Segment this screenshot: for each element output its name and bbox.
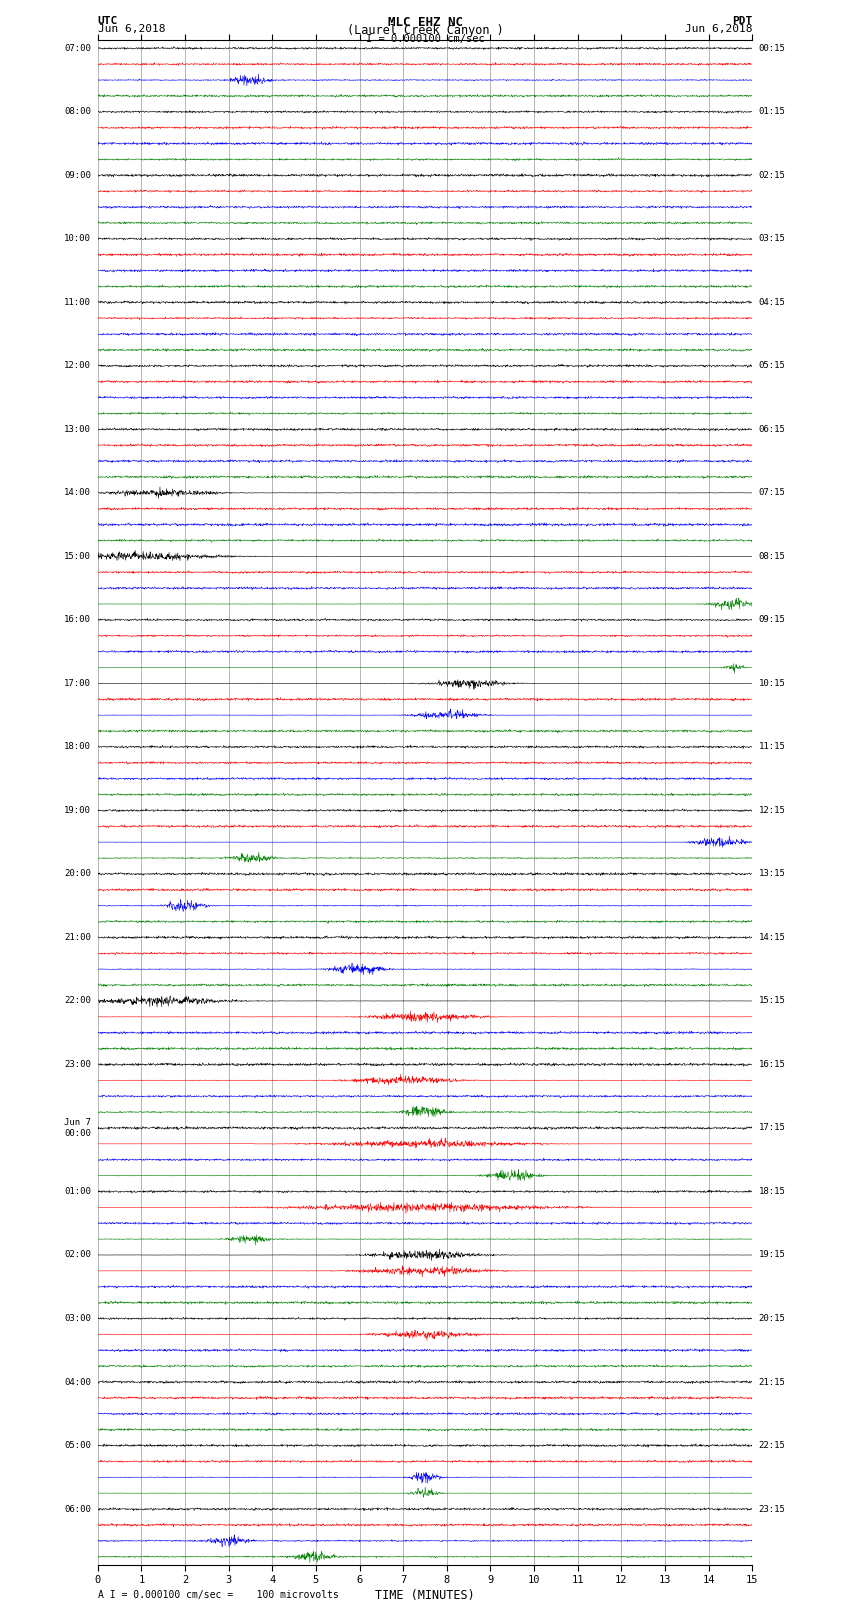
Text: 17:15: 17:15 xyxy=(759,1124,785,1132)
Text: 08:00: 08:00 xyxy=(65,108,91,116)
Text: 15:15: 15:15 xyxy=(759,997,785,1005)
Text: 09:15: 09:15 xyxy=(759,616,785,624)
Text: 18:15: 18:15 xyxy=(759,1187,785,1195)
Text: 06:00: 06:00 xyxy=(65,1505,91,1513)
Text: 10:00: 10:00 xyxy=(65,234,91,244)
Text: 13:15: 13:15 xyxy=(759,869,785,879)
Text: MLC EHZ NC: MLC EHZ NC xyxy=(388,16,462,29)
Text: 04:00: 04:00 xyxy=(65,1378,91,1387)
Text: 13:00: 13:00 xyxy=(65,424,91,434)
Text: 03:15: 03:15 xyxy=(759,234,785,244)
Text: 16:00: 16:00 xyxy=(65,616,91,624)
Text: 21:00: 21:00 xyxy=(65,932,91,942)
Text: 23:15: 23:15 xyxy=(759,1505,785,1513)
Text: 23:00: 23:00 xyxy=(65,1060,91,1069)
Text: 01:00: 01:00 xyxy=(65,1187,91,1195)
Text: 02:00: 02:00 xyxy=(65,1250,91,1260)
Text: 11:15: 11:15 xyxy=(759,742,785,752)
Text: 19:00: 19:00 xyxy=(65,806,91,815)
Text: 21:15: 21:15 xyxy=(759,1378,785,1387)
Text: 10:15: 10:15 xyxy=(759,679,785,687)
Text: 07:00: 07:00 xyxy=(65,44,91,53)
Text: 22:15: 22:15 xyxy=(759,1440,785,1450)
Text: 05:00: 05:00 xyxy=(65,1440,91,1450)
Text: I = 0.000100 cm/sec: I = 0.000100 cm/sec xyxy=(366,34,484,44)
Text: 12:15: 12:15 xyxy=(759,806,785,815)
Text: UTC: UTC xyxy=(98,16,118,26)
Text: 19:15: 19:15 xyxy=(759,1250,785,1260)
Text: 16:15: 16:15 xyxy=(759,1060,785,1069)
Text: (Laurel Creek Canyon ): (Laurel Creek Canyon ) xyxy=(347,24,503,37)
Text: A I = 0.000100 cm/sec =    100 microvolts: A I = 0.000100 cm/sec = 100 microvolts xyxy=(98,1590,338,1600)
Text: 22:00: 22:00 xyxy=(65,997,91,1005)
Text: 07:15: 07:15 xyxy=(759,489,785,497)
Text: Jun 6,2018: Jun 6,2018 xyxy=(98,24,165,34)
Text: 15:00: 15:00 xyxy=(65,552,91,561)
X-axis label: TIME (MINUTES): TIME (MINUTES) xyxy=(375,1589,475,1602)
Text: 20:00: 20:00 xyxy=(65,869,91,879)
Text: PDT: PDT xyxy=(732,16,752,26)
Text: 20:15: 20:15 xyxy=(759,1315,785,1323)
Text: 06:15: 06:15 xyxy=(759,424,785,434)
Text: 04:15: 04:15 xyxy=(759,298,785,306)
Text: 11:00: 11:00 xyxy=(65,298,91,306)
Text: 00:15: 00:15 xyxy=(759,44,785,53)
Text: 14:00: 14:00 xyxy=(65,489,91,497)
Text: 17:00: 17:00 xyxy=(65,679,91,687)
Text: 08:15: 08:15 xyxy=(759,552,785,561)
Text: 05:15: 05:15 xyxy=(759,361,785,371)
Text: 18:00: 18:00 xyxy=(65,742,91,752)
Text: 14:15: 14:15 xyxy=(759,932,785,942)
Text: 03:00: 03:00 xyxy=(65,1315,91,1323)
Text: Jun 6,2018: Jun 6,2018 xyxy=(685,24,752,34)
Text: 01:15: 01:15 xyxy=(759,108,785,116)
Text: 09:00: 09:00 xyxy=(65,171,91,179)
Text: Jun 7
00:00: Jun 7 00:00 xyxy=(65,1118,91,1137)
Text: 12:00: 12:00 xyxy=(65,361,91,371)
Text: 02:15: 02:15 xyxy=(759,171,785,179)
